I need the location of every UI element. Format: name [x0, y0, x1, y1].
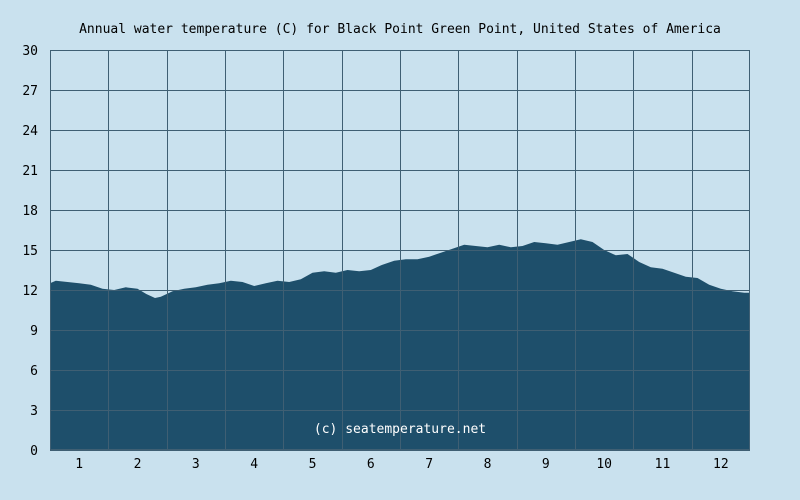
x-tick-label: 6 — [367, 457, 375, 472]
x-tick-label: 2 — [134, 457, 142, 472]
chart-title: Annual water temperature (C) for Black P… — [79, 22, 721, 37]
grid-layer — [50, 50, 750, 451]
y-tick-label: 3 — [30, 404, 38, 419]
x-tick-label: 3 — [192, 457, 200, 472]
x-tick-label: 1 — [75, 457, 83, 472]
x-tick-label: 10 — [596, 457, 612, 472]
x-tick-label: 8 — [484, 457, 492, 472]
x-tick-label: 12 — [713, 457, 729, 472]
x-tick-labels: 1 2 3 4 5 6 7 8 9 10 11 12 — [75, 457, 728, 472]
y-tick-label: 18 — [22, 204, 38, 219]
y-tick-label: 0 — [30, 444, 38, 459]
y-tick-label: 21 — [22, 164, 38, 179]
x-tick-label: 7 — [425, 457, 433, 472]
y-tick-label: 27 — [22, 84, 38, 99]
y-tick-labels: 0 3 6 9 12 15 18 21 24 27 30 — [22, 44, 38, 459]
plot-frame-layer — [50, 50, 750, 450]
plot-frame — [50, 50, 750, 450]
x-tick-label: 11 — [655, 457, 671, 472]
x-tick-label: 4 — [250, 457, 258, 472]
y-tick-label: 15 — [22, 244, 38, 259]
y-tick-label: 30 — [22, 44, 38, 59]
watermark-text: (c) seatemperature.net — [314, 422, 486, 437]
y-tick-label: 12 — [22, 284, 38, 299]
y-tick-label: 24 — [22, 124, 38, 139]
y-tick-label: 6 — [30, 364, 38, 379]
x-tick-label: 9 — [542, 457, 550, 472]
y-tick-label: 9 — [30, 324, 38, 339]
x-tick-label: 5 — [309, 457, 317, 472]
